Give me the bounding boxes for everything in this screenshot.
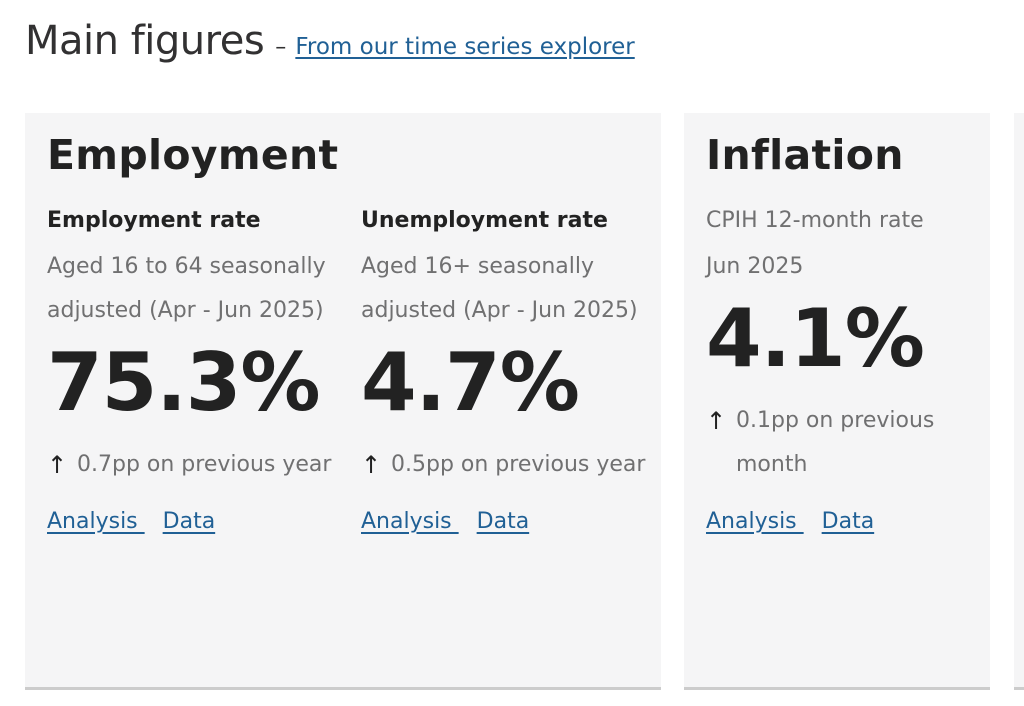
unemployment-rate-data-link[interactable]: Data: [476, 509, 530, 534]
employment-rate-change-text: 0.7pp on previous year: [77, 452, 332, 477]
inflation-data-link[interactable]: Data: [821, 509, 875, 534]
arrow-up-icon: ↑: [361, 451, 382, 479]
employment-rate-value: 75.3%: [47, 336, 321, 429]
inflation-links: Analysis Data: [706, 509, 976, 534]
inflation-value: 4.1%: [706, 292, 925, 385]
time-series-explorer-link[interactable]: From our time series explorer: [295, 34, 635, 60]
unemployment-rate-label: Unemployment rate: [361, 208, 608, 233]
unemployment-rate-figure: Unemployment rate Aged 16+ seasonally ad…: [361, 208, 651, 534]
inflation-card-title: Inflation: [706, 131, 904, 179]
inflation-description: Jun 2025: [706, 254, 804, 279]
arrow-up-icon: ↑: [47, 451, 68, 479]
inflation-change: ↑ 0.1pp on previous month: [706, 399, 976, 487]
main-figures-heading: Main figures – From our time series expl…: [25, 18, 635, 64]
inflation-analysis-link[interactable]: Analysis: [706, 509, 804, 534]
title-separator: –: [275, 35, 287, 60]
unemployment-rate-description: Aged 16+ seasonally adjusted (Apr - Jun …: [361, 254, 638, 323]
employment-rate-change: ↑ 0.7pp on previous year: [47, 443, 337, 487]
arrow-up-icon: ↑: [706, 407, 727, 435]
next-card-partial: [1014, 113, 1024, 690]
employment-rate-label: Employment rate: [47, 208, 261, 233]
inflation-card: Inflation CPIH 12-month rate Jun 2025 4.…: [684, 113, 990, 690]
employment-card: Employment Employment rate Aged 16 to 64…: [25, 113, 661, 690]
employment-rate-analysis-link[interactable]: Analysis: [47, 509, 145, 534]
employment-rate-data-link[interactable]: Data: [162, 509, 216, 534]
employment-rate-description: Aged 16 to 64 seasonally adjusted (Apr -…: [47, 254, 326, 323]
unemployment-rate-value: 4.7%: [361, 336, 580, 429]
unemployment-rate-analysis-link[interactable]: Analysis: [361, 509, 459, 534]
employment-rate-links: Analysis Data: [47, 509, 337, 534]
inflation-figure: CPIH 12-month rate Jun 2025 4.1% ↑ 0.1pp…: [706, 208, 976, 534]
employment-rate-figure: Employment rate Aged 16 to 64 seasonally…: [47, 208, 337, 534]
employment-card-title: Employment: [47, 131, 339, 179]
unemployment-rate-change-text: 0.5pp on previous year: [391, 452, 646, 477]
page-title: Main figures: [25, 18, 265, 64]
inflation-change-text: 0.1pp on previous month: [736, 408, 935, 477]
unemployment-rate-links: Analysis Data: [361, 509, 651, 534]
inflation-label: CPIH 12-month rate: [706, 208, 924, 233]
unemployment-rate-change: ↑ 0.5pp on previous year: [361, 443, 651, 487]
